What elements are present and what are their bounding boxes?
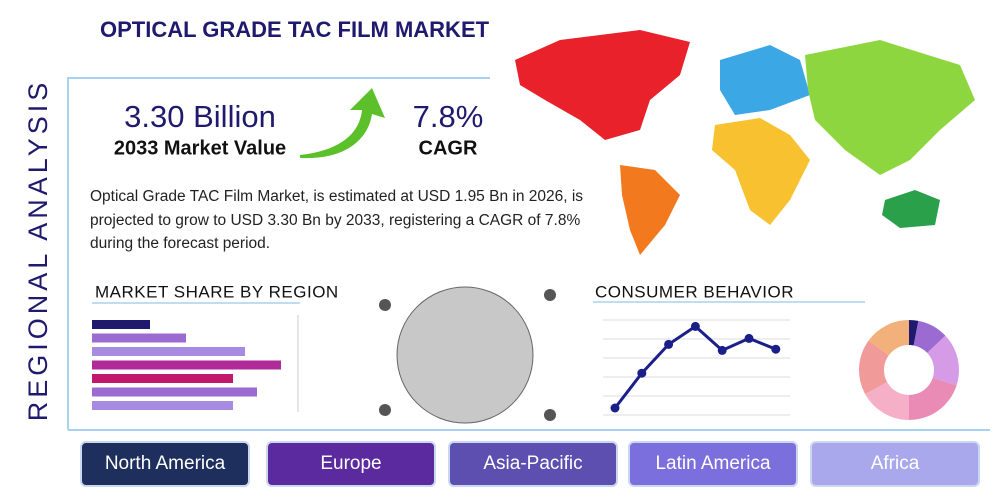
region-button[interactable]: Asia-Pacific (448, 441, 618, 487)
trend-point (664, 339, 674, 349)
trend-point (771, 344, 781, 354)
frame (67, 77, 490, 430)
share-bar (92, 333, 186, 343)
node (379, 404, 391, 416)
stat-value: 7.8% (413, 99, 484, 134)
globe (397, 287, 533, 423)
globe-outline (396, 286, 534, 424)
region-button[interactable]: Latin America (628, 441, 798, 487)
share-bar (92, 401, 233, 410)
donut-slice (865, 382, 909, 420)
donut-slice (927, 335, 959, 386)
share-bar (92, 374, 233, 383)
africa (712, 118, 810, 225)
trend-point (610, 403, 620, 413)
world-map (515, 30, 975, 255)
stat-label: CAGR (419, 137, 478, 159)
oceania (882, 190, 940, 228)
donut-slice (868, 320, 909, 356)
north-america (515, 30, 690, 140)
trend-point (744, 333, 754, 343)
section-title: MARKET SHARE BY REGION (95, 282, 339, 301)
description: Optical Grade TAC Film Market, is estima… (90, 188, 584, 252)
share-bar (92, 347, 245, 356)
trend-point (690, 321, 700, 331)
title: OPTICAL GRADE TAC FILM MARKET (100, 17, 490, 42)
donut-slice (909, 320, 919, 346)
europe (720, 45, 810, 115)
globe-network (379, 286, 556, 424)
stat-value: 3.30 Billion (124, 99, 276, 134)
donut-slice (913, 320, 946, 353)
node (544, 289, 556, 301)
region-button[interactable]: Africa (810, 441, 980, 487)
section-title: CONSUMER BEHAVIOR (595, 282, 794, 301)
region-button[interactable]: Europe (266, 441, 436, 487)
asia (805, 40, 975, 175)
share-bar (92, 360, 281, 370)
arrow-icon (300, 88, 385, 159)
stat-label: 2033 Market Value (114, 137, 286, 159)
region-button[interactable]: North America (80, 441, 250, 487)
trend-point (717, 345, 727, 355)
share-bar (92, 387, 257, 397)
trend-point (637, 368, 647, 378)
node (379, 299, 391, 311)
side-label: REGIONAL ANALYSIS (23, 79, 53, 422)
donut-slice (859, 340, 889, 395)
south-america (620, 165, 680, 255)
donut-slice (909, 377, 957, 420)
share-bar (92, 320, 150, 329)
node (544, 409, 556, 421)
